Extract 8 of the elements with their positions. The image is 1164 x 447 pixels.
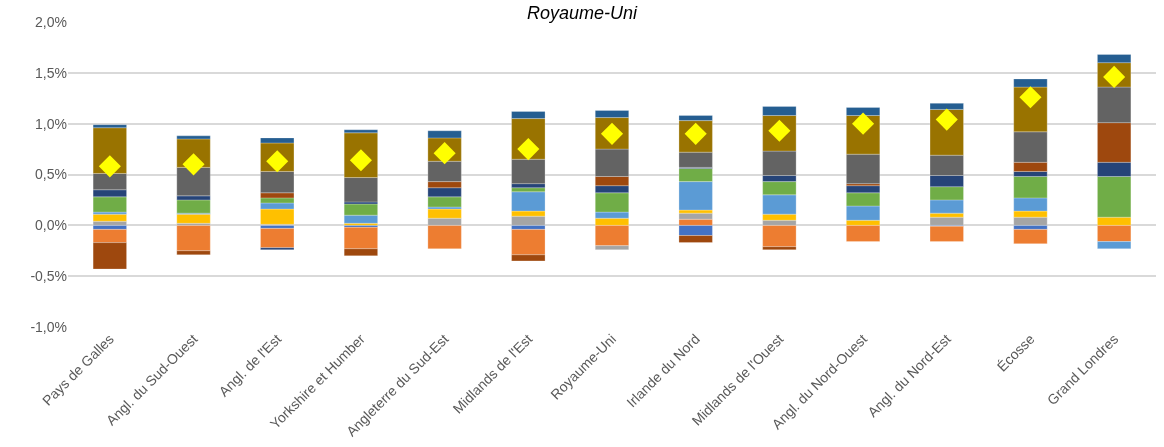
y-tick-label: -0,5%: [30, 268, 67, 285]
y-tick-label: 1,0%: [35, 115, 67, 132]
y-tick-label: 1,5%: [35, 64, 67, 81]
y-tick-label: 0,5%: [35, 166, 67, 183]
y-tick-label: 0,0%: [35, 217, 67, 234]
y-tick-label: 2,0%: [35, 13, 67, 30]
y-tick-label: -1,0%: [30, 318, 67, 335]
chart-title: Royaume-Uni: [526, 3, 639, 24]
